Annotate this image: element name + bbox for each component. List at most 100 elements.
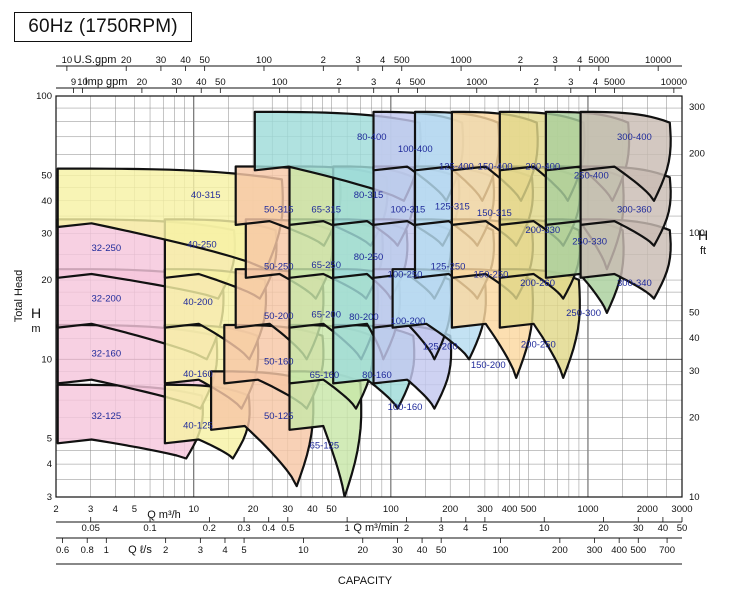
curve-label-100-400: 100-400 [398,144,433,155]
top-tick-label: 4 [577,55,582,66]
curve-label-32-250: 32-250 [92,243,122,254]
curve-label-80-200: 80-200 [349,312,379,323]
plot-frame [55,95,683,498]
top-tick-label: 100 [256,55,272,66]
left-tick-40: 40 [41,196,52,207]
q-m3h-tick-300: 300 [477,504,493,515]
q-ls-tick-label: 50 [436,545,447,556]
top-tick-label: 40 [180,55,191,66]
left-tick-4: 4 [47,459,52,470]
top-tick-label: 500 [409,77,425,88]
top-tick-label: 2 [321,55,326,66]
curve-label-32-125: 32-125 [92,411,122,422]
q-ls-tick-label: 4 [222,545,227,556]
curve-label-250-300: 250-300 [566,308,601,319]
curve-label-80-400: 80-400 [357,132,387,143]
q-m3min-tick-label: 1 [344,523,349,534]
q-ls-tick-label: 2 [163,545,168,556]
curve-label-150-250: 150-250 [474,269,509,280]
q-m3h-tick-10: 10 [188,504,199,515]
curve-label-50-160: 50-160 [264,357,294,368]
top-tick-label: 3 [371,77,376,88]
top-tick-label: 10000 [645,55,671,66]
plot-border [55,95,683,498]
q-ls-label: Q ℓ/s [128,544,152,556]
curve-label-50-315: 50-315 [264,205,294,216]
q-ls-tick-label: 30 [392,545,403,556]
q-ls-tick-label: 400 [611,545,627,556]
top-tick-label: 30 [171,77,182,88]
top-tick-label: 10 [77,77,88,88]
curve-label-200-400: 200-400 [525,161,560,172]
left-axis-symbol: H [31,305,41,321]
right-tick-50: 50 [689,307,700,318]
curve-label-32-200: 32-200 [92,294,122,305]
q-m3h-label: Q m³/h [147,509,181,521]
right-tick-20: 20 [689,413,700,424]
curve-label-65-125: 65-125 [310,441,340,452]
curve-label-125-315: 125-315 [435,202,470,213]
q-m3h-tick-2000: 2000 [637,504,658,515]
right-tick-300: 300 [689,102,705,113]
right-tick-40: 40 [689,333,700,344]
curve-label-125-200: 125-200 [423,341,458,352]
curve-label-125-400: 125-400 [439,161,474,172]
top-tick-label: 3 [568,77,573,88]
top-tick-label: 10 [62,55,73,66]
q-ls-tick-label: 10 [298,545,309,556]
curve-label-300-340: 300-340 [617,278,652,289]
curve-label-300-360: 300-360 [617,205,652,216]
curve-label-80-315: 80-315 [354,190,384,201]
left-tick-5: 5 [47,434,52,445]
curve-label-40-250: 40-250 [187,239,217,250]
q-m3h-tick-3: 3 [88,504,93,515]
top-tick-label: 4 [593,77,598,88]
right-axis-unit: ft [700,245,706,257]
top-tick-label: 500 [394,55,410,66]
q-ls-tick-label: 0.8 [81,545,94,556]
q-m3min-tick-label: 0.5 [281,523,294,534]
right-axis-symbol: H [698,227,708,243]
q-m3h-tick-400: 400 [502,504,518,515]
top-tick-label: 1000 [466,77,487,88]
q-m3h-tick-2: 2 [53,504,58,515]
curve-label-150-200: 150-200 [471,360,506,371]
curve-label-125-250: 125-250 [431,262,466,273]
left-tick-100: 100 [36,91,52,102]
curve-label-250-330: 250-330 [572,237,607,248]
q-ls-tick-label: 300 [587,545,603,556]
curve-label-80-160: 80-160 [362,370,392,381]
y-axis-label: Total Head [13,270,25,323]
curve-label-65-200: 65-200 [311,309,341,320]
right-tick-30: 30 [689,366,700,377]
q-m3h-tick-100: 100 [383,504,399,515]
top-tick-label: 50 [199,55,210,66]
curve-label-300-400: 300-400 [617,132,652,143]
curve-label-150-400: 150-400 [478,161,513,172]
top-tick-label: 5000 [588,55,609,66]
curve-label-200-250: 200-250 [521,339,556,350]
curve-labels: 32-125 32-160 32-200 32-250 40-125 40-160 40-2… [92,132,652,452]
right-tick-200: 200 [689,148,705,159]
top-tick-label: 4 [396,77,401,88]
q-m3min-tick-label: 40 [658,523,669,534]
curve-label-40-315: 40-315 [191,190,221,201]
curve-label-65-160: 65-160 [310,370,340,381]
q-m3h-tick-50: 50 [326,504,337,515]
q-m3min-tick-label: 0.05 [81,523,100,534]
curve-label-100-250: 100-250 [388,269,423,280]
curve-label-40-125: 40-125 [183,421,213,432]
q-m3h-tick-20: 20 [248,504,259,515]
q-ls-tick-label: 200 [552,545,568,556]
right-tick-10: 10 [689,492,700,503]
chart-title: 60Hz (1750RPM) [14,12,192,42]
top-tick-label: 2 [518,55,523,66]
top-tick-label: 5000 [604,77,625,88]
q-ls-tick-label: 700 [659,545,675,556]
top-axis-label: U.S.gpm [74,54,117,66]
q-m3h-tick-1000: 1000 [577,504,598,515]
curve-label-80-250: 80-250 [354,252,384,263]
q-ls-tick-label: 100 [493,545,509,556]
top-tick-label: 3 [355,55,360,66]
